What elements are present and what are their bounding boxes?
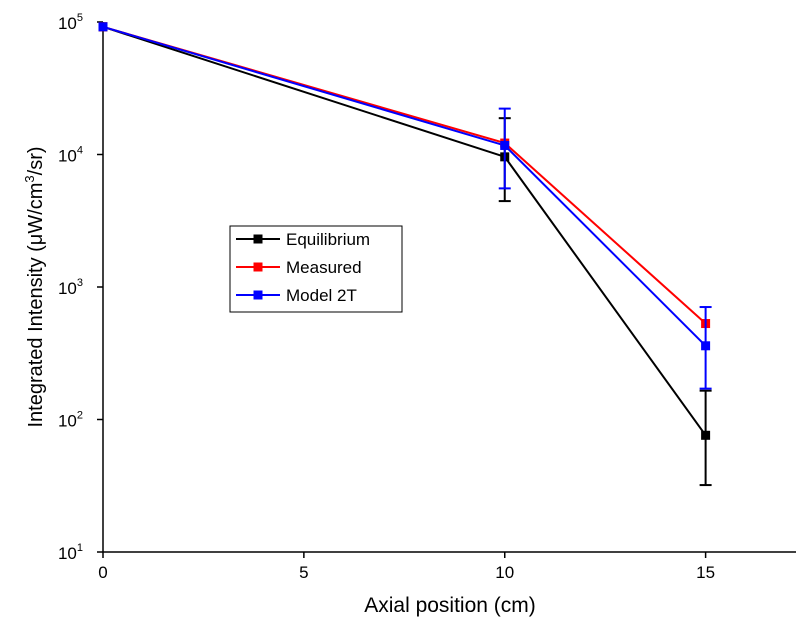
y-tick-exponent: 1 [77, 542, 83, 554]
y-tick-label: 101 [58, 542, 83, 563]
y-tick-label: 102 [58, 410, 83, 431]
y-tick-label: 103 [58, 277, 83, 298]
y-axis-title-text: Integrated Intensity (μW/cm [25, 183, 47, 428]
y-axis-title-sup: 3 [22, 175, 37, 182]
series-line [102, 25, 707, 436]
x-tick-label: 5 [299, 563, 308, 582]
legend-marker [253, 290, 263, 300]
point [701, 341, 711, 351]
point [701, 430, 711, 440]
y-tick-exponent: 5 [77, 12, 83, 24]
x-tick-label: 0 [98, 563, 107, 582]
y-tick-base: 10 [58, 279, 77, 298]
y-tick-base: 10 [58, 412, 77, 431]
legend-label: Model 2T [286, 286, 357, 305]
legend-label: Equilibrium [286, 230, 370, 249]
legend-marker [253, 234, 263, 244]
y-tick-base: 10 [58, 14, 77, 33]
legend-label: Measured [286, 258, 362, 277]
point [98, 22, 108, 32]
y-tick-base: 10 [58, 147, 77, 166]
y-tick-base: 10 [58, 544, 77, 563]
series-line [102, 25, 707, 325]
y-axis-title-end: /sr) [25, 146, 47, 175]
legend-marker [253, 262, 263, 272]
x-tick-label: 15 [696, 563, 715, 582]
y-tick-label: 105 [58, 12, 83, 33]
x-axis-title: Axial position (cm) [364, 594, 536, 617]
point [500, 140, 510, 150]
y-tick-label: 104 [58, 145, 83, 166]
y-tick-exponent: 4 [77, 145, 83, 157]
x-tick-label: 10 [495, 563, 514, 582]
y-axis-title: Integrated Intensity (μW/cm3/sr) [22, 146, 47, 427]
series-line [102, 25, 707, 347]
y-tick-exponent: 3 [77, 277, 83, 289]
y-tick-exponent: 2 [77, 410, 83, 422]
